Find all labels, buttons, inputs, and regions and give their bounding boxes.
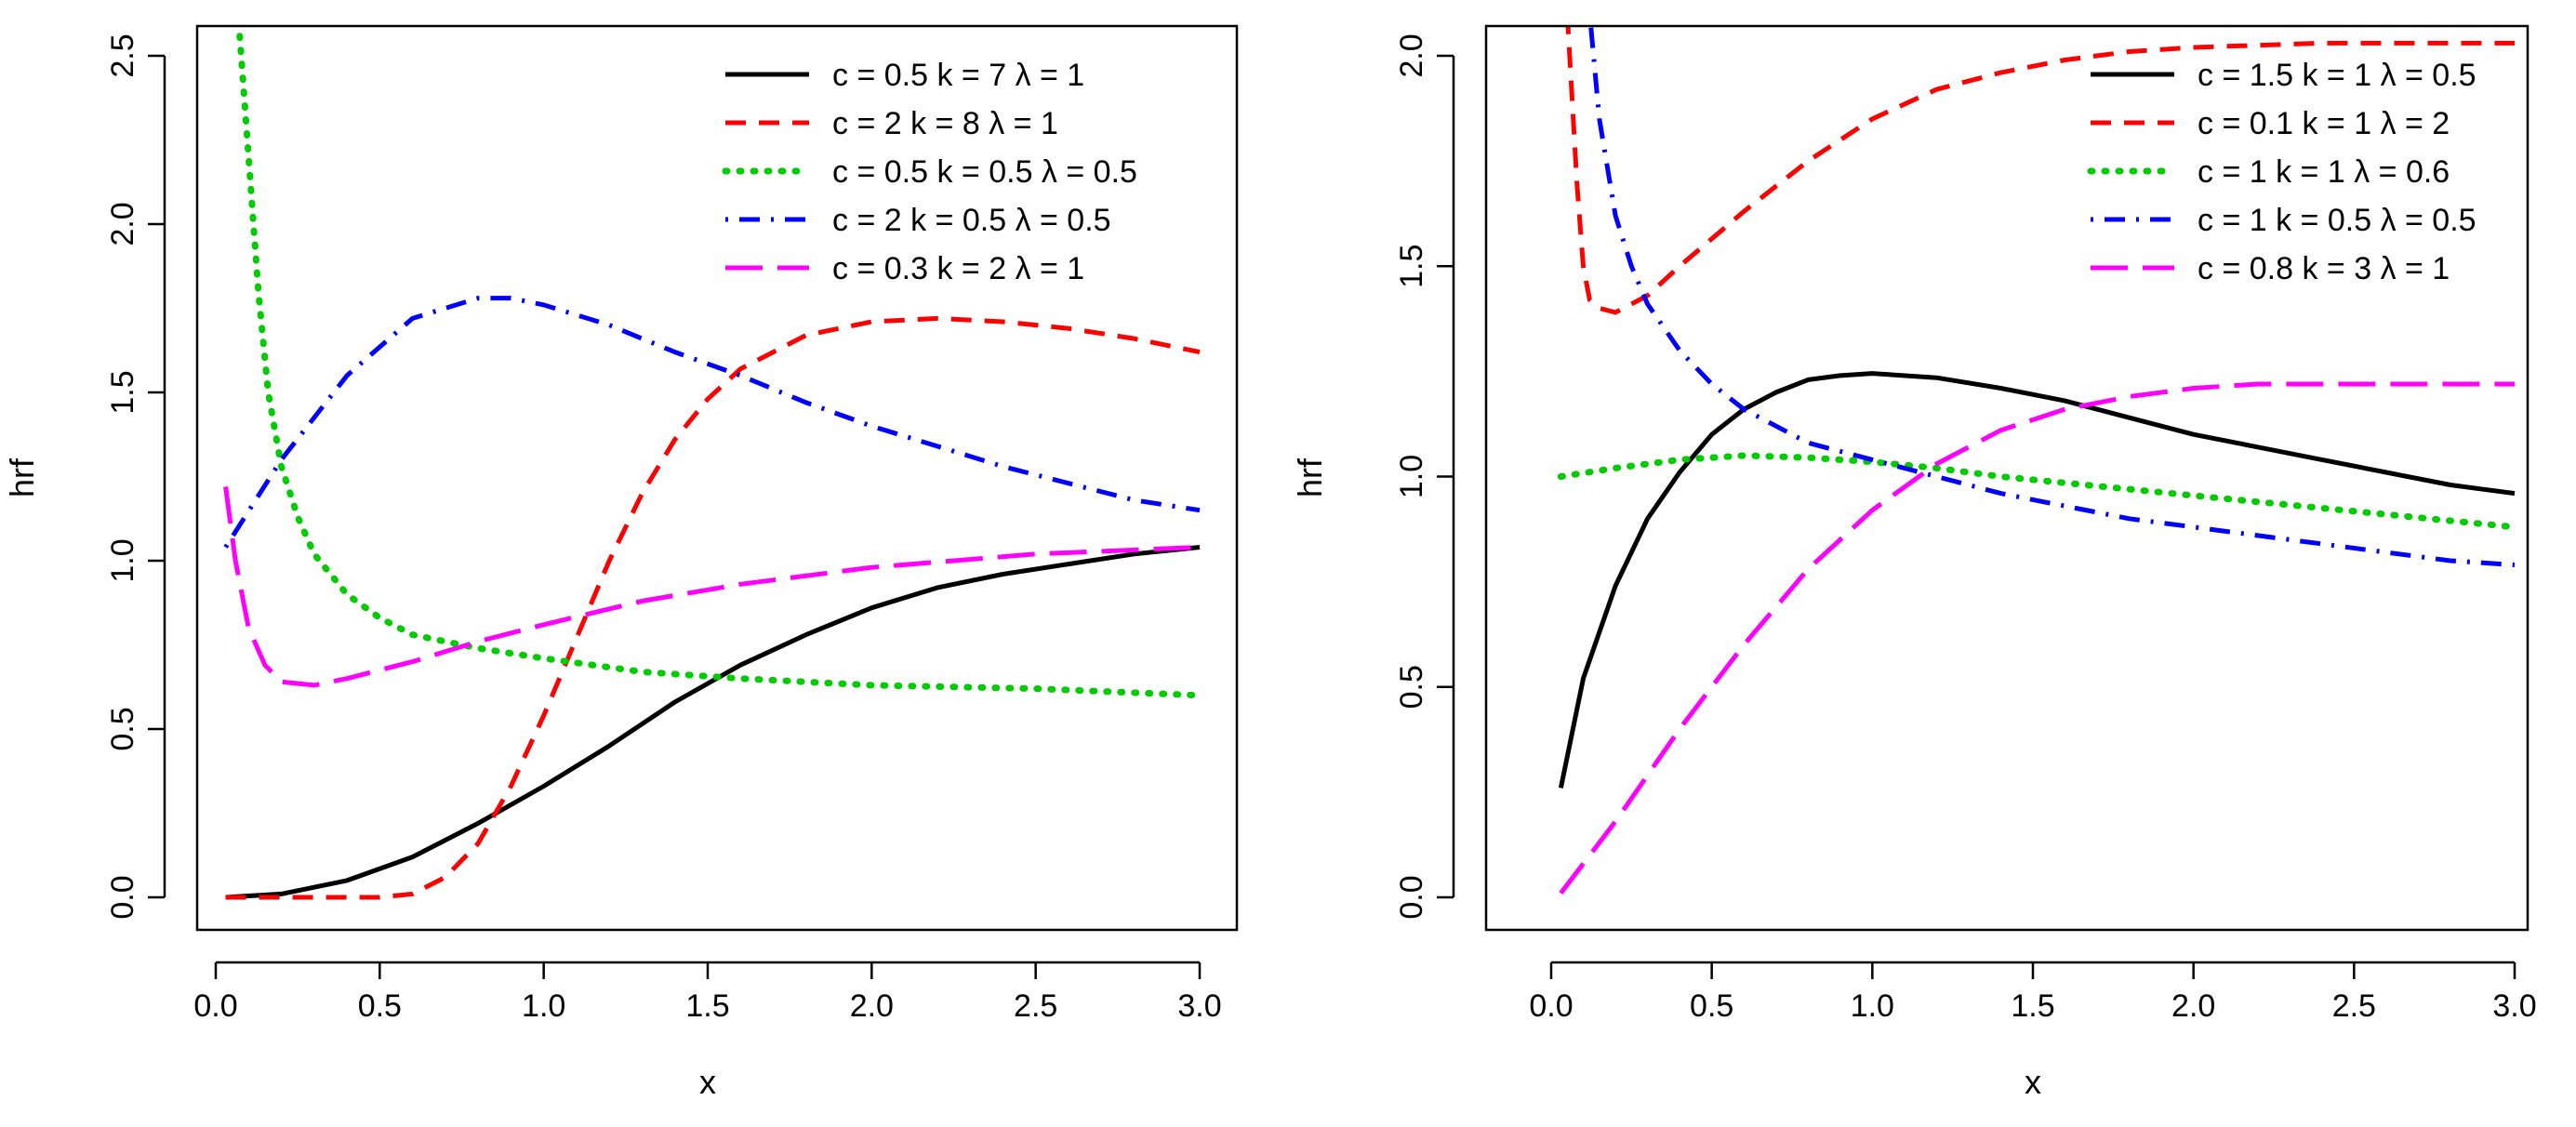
series-line-2 (225, 315, 1201, 900)
x-tick-label: 0.5 (358, 988, 402, 1024)
y-tick-label: 1.5 (1394, 245, 1429, 288)
x-tick-label: 0.0 (193, 988, 237, 1024)
legend-label-3: c = 1 k = 1 λ = 0.6 (2198, 154, 2450, 190)
y-tick-label: 1.5 (105, 370, 140, 414)
y-tick-label: 2.5 (105, 33, 140, 77)
x-tick-label: 2.5 (2332, 988, 2376, 1024)
y-tick-label: 1.0 (105, 538, 140, 582)
x-tick-label: 2.0 (2171, 988, 2215, 1024)
y-tick-label: 0.5 (1394, 665, 1429, 709)
legend-label-3: c = 0.5 k = 0.5 λ = 0.5 (832, 154, 1137, 190)
left-chart: 0.0 0.5 1.0 1.5 2.0 2.5 3.0 x 0.0 0.5 1.0 1.5 2.0 2.5… (3, 24, 1239, 1101)
y-tick-label: 2.0 (105, 202, 140, 245)
legend-label-4: c = 2 k = 0.5 λ = 0.5 (832, 203, 1111, 238)
series-line-5 (1559, 381, 2515, 895)
x-tick-label: 0.0 (1529, 988, 1573, 1024)
y-tick-label: 2.0 (1394, 33, 1429, 77)
x-tick-label: 1.0 (522, 988, 565, 1024)
x-tick-label: 1.5 (685, 988, 729, 1024)
plot-frame (1484, 24, 2530, 932)
y-tick-label: 0.0 (105, 875, 140, 919)
series-line-4 (223, 296, 1201, 549)
series-line-3 (1557, 452, 2518, 531)
x-tick-label: 1.0 (1851, 988, 1894, 1024)
legend-label-2: c = 0.1 k = 1 λ = 2 (2198, 106, 2450, 141)
plot-frame (195, 24, 1239, 932)
y-tick-label: 0.0 (1394, 875, 1429, 919)
x-tick-label: 2.0 (850, 988, 894, 1024)
x-tick-label: 3.0 (2492, 988, 2536, 1024)
y-axis-label: hrf (1291, 457, 1329, 497)
series-line-1 (1558, 371, 2516, 789)
y-axis-label: hrf (3, 457, 41, 497)
legend-label-5: c = 0.8 k = 3 λ = 1 (2198, 251, 2450, 286)
x-tick-label: 3.0 (1177, 988, 1221, 1024)
series-line-1 (225, 545, 1201, 900)
legend-label-1: c = 0.5 k = 7 λ = 1 (832, 58, 1084, 93)
x-axis-label: x (699, 1063, 716, 1101)
y-tick-label: 0.5 (105, 707, 140, 750)
series-line-4 (1588, 26, 2516, 567)
series-line-5 (223, 486, 1201, 688)
legend-label-1: c = 1.5 k = 1 λ = 0.5 (2198, 58, 2476, 93)
x-tick-label: 1.5 (2011, 988, 2054, 1024)
legend-label-4: c = 1 k = 0.5 λ = 0.5 (2198, 203, 2476, 238)
left-panel: 0.0 0.5 1.0 1.5 2.0 2.5 3.0 x 0.0 0.5 1.0 1.5 2.0 2.5… (0, 0, 1288, 1122)
legend-label-5: c = 0.3 k = 2 λ = 1 (832, 251, 1084, 286)
x-tick-label: 2.5 (1014, 988, 1057, 1024)
x-axis-label: x (2025, 1063, 2041, 1101)
y-tick-label: 1.0 (1394, 455, 1429, 498)
series-line-2 (1565, 26, 2515, 315)
right-panel: 0.0 0.5 1.0 1.5 2.0 2.5 3.0 x 0.0 0.5 1.0 1.5 2.0 hrf… (1288, 0, 2576, 1122)
series-line-3 (235, 26, 1203, 699)
legend-label-2: c = 2 k = 8 λ = 1 (832, 106, 1058, 141)
x-tick-label: 0.5 (1690, 988, 1733, 1024)
right-chart: 0.0 0.5 1.0 1.5 2.0 2.5 3.0 x 0.0 0.5 1.0 1.5 2.0 hrf… (1291, 24, 2537, 1101)
